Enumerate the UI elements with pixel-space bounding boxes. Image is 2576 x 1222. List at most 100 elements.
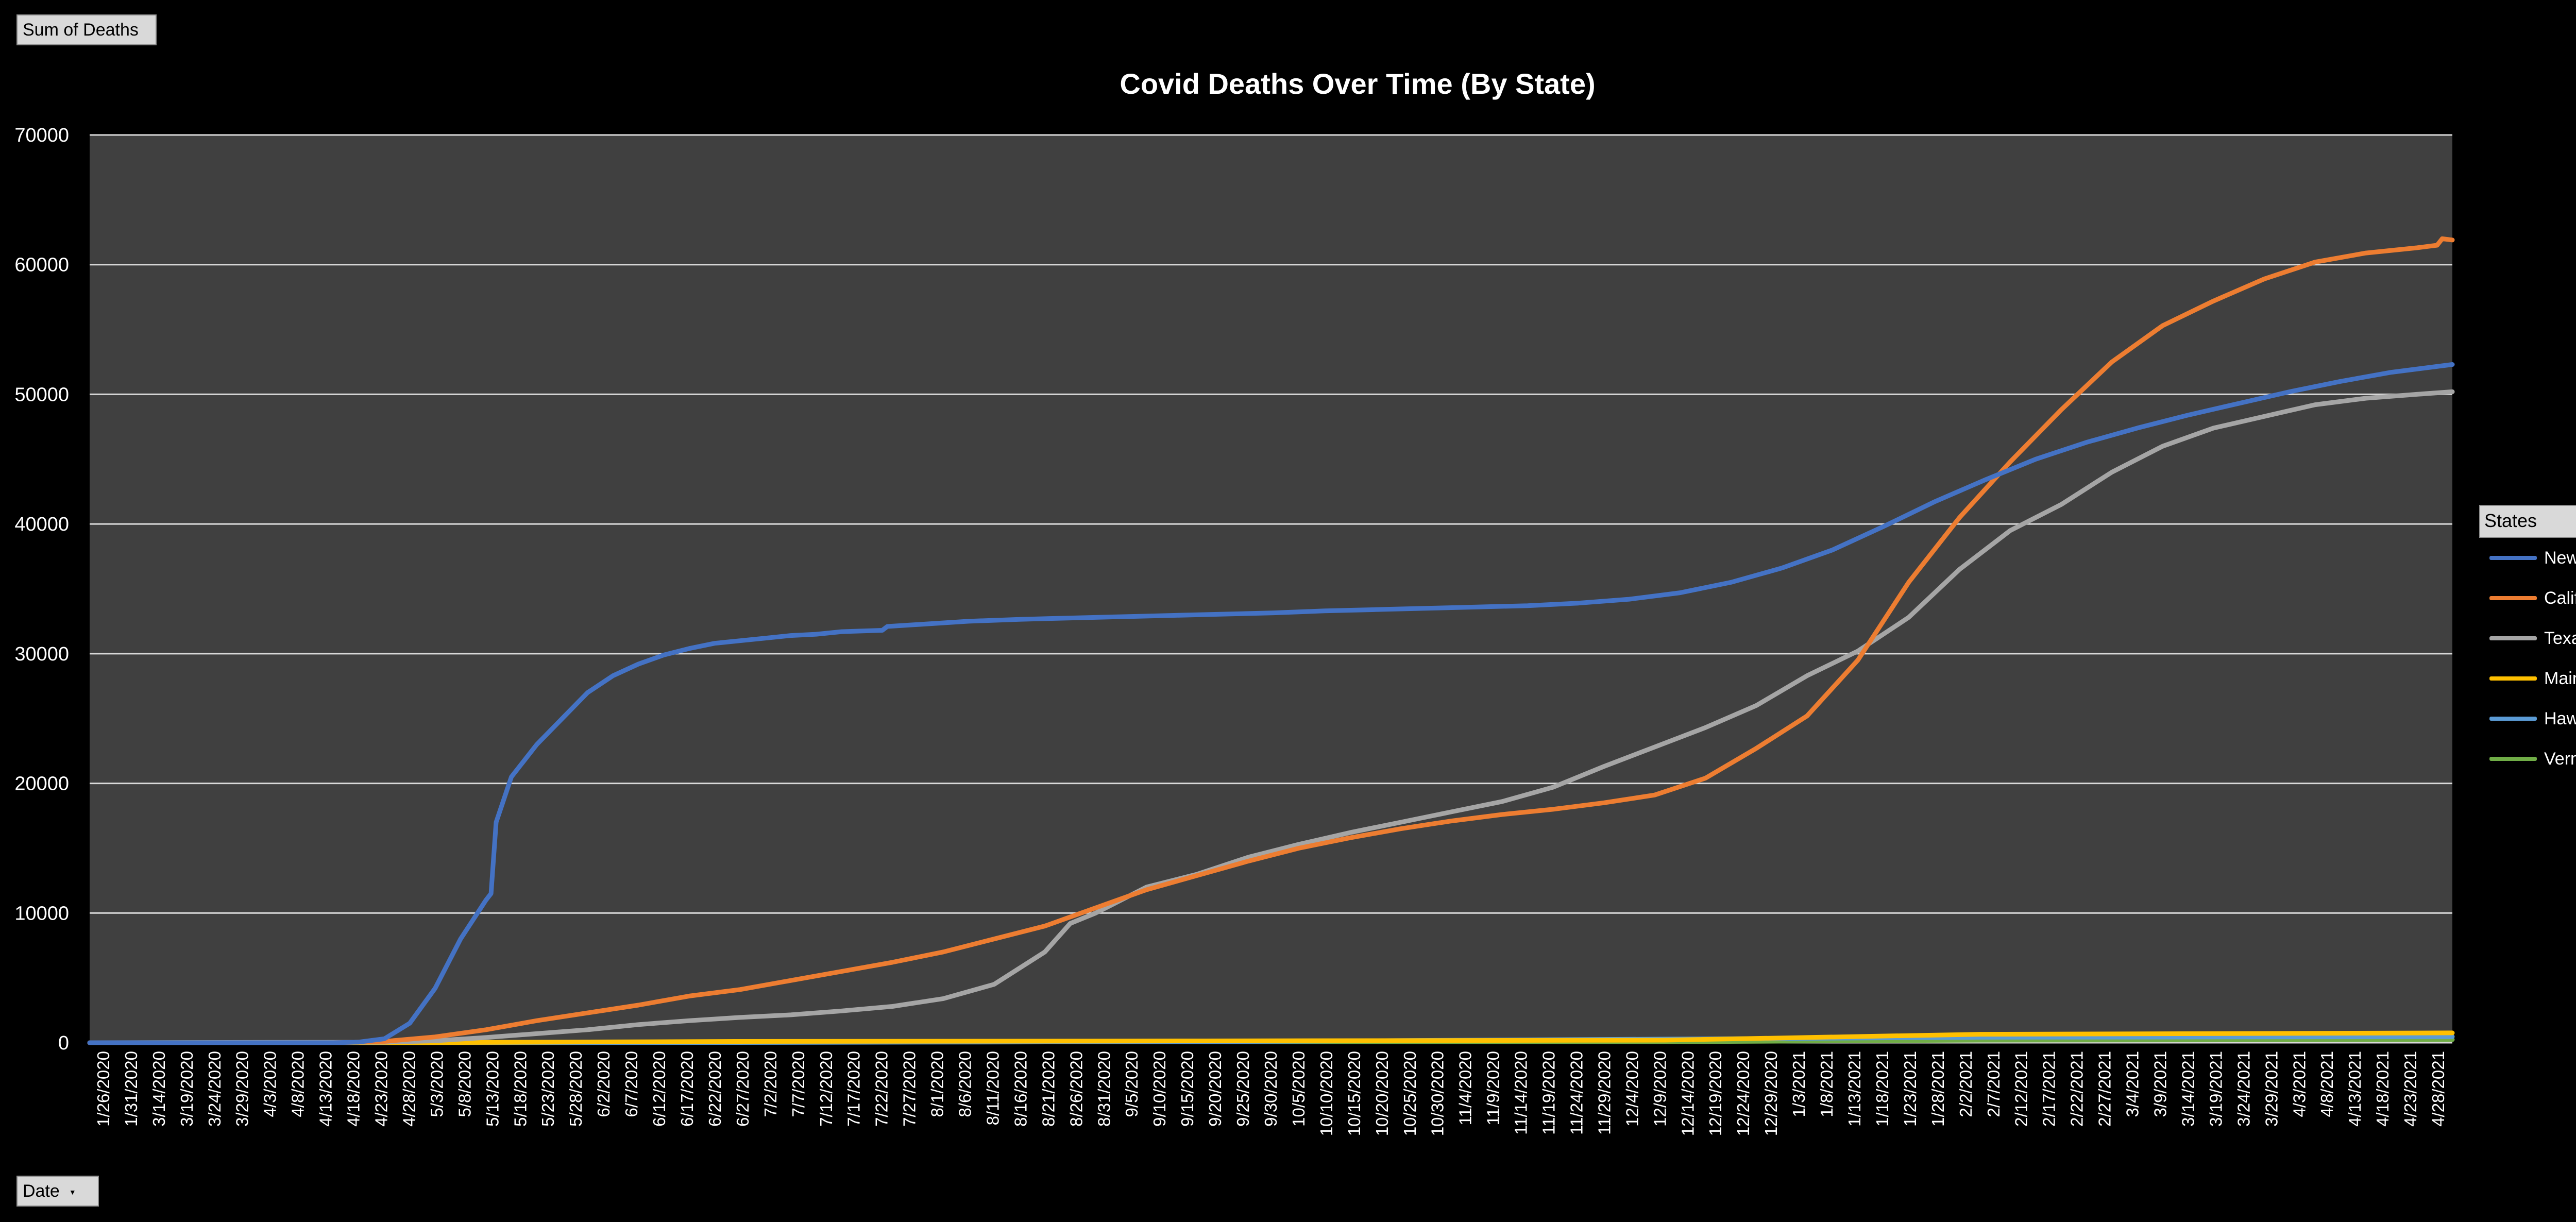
x-tick-label: 12/29/2020 (1761, 1051, 1781, 1136)
y-tick-label: 0 (58, 1032, 69, 1054)
x-tick-label: 1/3/2021 (1789, 1051, 1808, 1117)
x-tick-label: 11/29/2020 (1595, 1051, 1614, 1135)
x-tick-label: 6/2/2020 (594, 1051, 613, 1117)
sum-of-deaths-field-button[interactable]: Sum of Deaths (16, 14, 157, 45)
y-tick-label: 20000 (14, 773, 69, 795)
x-tick-label: 10/30/2020 (1428, 1051, 1447, 1136)
x-tick-label: 4/13/2021 (2345, 1051, 2364, 1127)
x-tick-label: 9/10/2020 (1150, 1051, 1169, 1127)
legend-swatch (2489, 556, 2537, 560)
legend-label: Maine (2544, 668, 2576, 688)
legend-label: Texas (2544, 628, 2576, 648)
x-tick-label: 10/25/2020 (1400, 1051, 1419, 1136)
legend-label: Vermont (2544, 749, 2576, 769)
legend-item-new-york: New York (2479, 538, 2576, 578)
x-tick-label: 2/22/2021 (2067, 1051, 2087, 1127)
x-tick-label: 12/4/2020 (1622, 1051, 1641, 1127)
y-tick-label: 30000 (14, 643, 69, 665)
x-tick-label: 5/8/2020 (455, 1051, 474, 1117)
chart-title: Covid Deaths Over Time (By State) (1120, 67, 1595, 100)
plot-area (90, 135, 2452, 1043)
legend: States . New York California Texas Maine Haw… (2479, 505, 2576, 779)
legend-item-hawaii: Hawaii (2479, 699, 2576, 739)
x-tick-label: 4/28/2021 (2429, 1051, 2448, 1127)
x-tick-label: 9/25/2020 (1233, 1051, 1252, 1127)
x-tick-label: 10/20/2020 (1372, 1051, 1392, 1136)
x-tick-label: 7/17/2020 (844, 1051, 863, 1127)
x-tick-label: 6/12/2020 (650, 1051, 669, 1127)
x-tick-label: 1/31/2020 (122, 1051, 141, 1127)
y-tick-label: 10000 (14, 903, 69, 924)
legend-label: Hawaii (2544, 708, 2576, 728)
x-tick-label: 5/18/2020 (511, 1051, 530, 1127)
states-filter-button[interactable]: States . (2479, 505, 2576, 538)
x-tick-label: 4/23/2020 (372, 1051, 391, 1127)
series-line-new-york (87, 362, 2455, 1045)
legend-swatch (2489, 676, 2537, 681)
x-tick-label: 4/3/2021 (2290, 1051, 2309, 1117)
x-tick-label: 12/9/2020 (1650, 1051, 1669, 1127)
date-field-button[interactable]: Date ▼ (16, 1176, 99, 1207)
x-tick-label: 9/5/2020 (1122, 1051, 1141, 1117)
series-line-california (87, 236, 2455, 1045)
x-tick-label: 2/7/2021 (1984, 1051, 2003, 1117)
x-tick-label: 4/8/2020 (289, 1051, 308, 1117)
x-tick-label: 8/6/2020 (956, 1051, 975, 1117)
legend-label: New York (2544, 548, 2576, 568)
legend-swatch (2489, 757, 2537, 761)
x-tick-label: 8/11/2020 (983, 1051, 1002, 1125)
x-tick-label: 7/2/2020 (761, 1051, 780, 1117)
x-tick-label: 3/9/2021 (2150, 1051, 2170, 1117)
x-tick-label: 4/13/2020 (316, 1051, 335, 1127)
date-field-label: Date (23, 1181, 60, 1201)
x-tick-label: 11/14/2020 (1512, 1051, 1531, 1135)
x-tick-label: 3/24/2020 (205, 1051, 224, 1127)
x-tick-label: 4/18/2020 (344, 1051, 363, 1127)
x-tick-label: 9/15/2020 (1178, 1051, 1197, 1127)
legend-item-california: California (2479, 578, 2576, 618)
x-tick-label: 12/24/2020 (1734, 1051, 1753, 1136)
x-tick-label: 10/15/2020 (1345, 1051, 1364, 1136)
x-tick-label: 3/29/2020 (233, 1051, 252, 1127)
x-tick-label: 7/7/2020 (789, 1051, 808, 1117)
x-tick-label: 10/10/2020 (1317, 1051, 1336, 1136)
x-tick-label: 12/14/2020 (1678, 1051, 1697, 1136)
x-tick-label: 11/9/2020 (1484, 1051, 1503, 1125)
x-tick-label: 4/3/2020 (261, 1051, 280, 1117)
x-tick-label: 8/31/2020 (1094, 1051, 1113, 1127)
x-tick-label: 11/4/2020 (1456, 1051, 1475, 1125)
x-tick-label: 7/12/2020 (817, 1051, 836, 1127)
y-tick-label: 40000 (14, 514, 69, 535)
x-tick-label: 6/22/2020 (705, 1051, 724, 1127)
x-tick-label: 3/19/2021 (2206, 1051, 2225, 1127)
x-tick-label: 6/27/2020 (733, 1051, 752, 1127)
x-tick-label: 12/19/2020 (1706, 1051, 1725, 1136)
x-tick-label: 7/27/2020 (900, 1051, 919, 1127)
x-tick-label: 1/13/2021 (1845, 1051, 1864, 1127)
x-tick-label: 4/8/2021 (2317, 1051, 2336, 1117)
x-tick-label: 3/24/2021 (2234, 1051, 2253, 1127)
x-tick-label: 9/20/2020 (1206, 1051, 1225, 1127)
x-tick-label: 8/21/2020 (1039, 1051, 1058, 1127)
x-tick-label: 1/8/2021 (1817, 1051, 1836, 1117)
x-tick-label: 3/29/2021 (2262, 1051, 2281, 1127)
x-tick-label: 10/5/2020 (1289, 1051, 1308, 1127)
x-tick-label: 8/26/2020 (1066, 1051, 1086, 1127)
x-tick-label: 3/14/2021 (2178, 1051, 2197, 1127)
x-tick-label: 9/30/2020 (1261, 1051, 1280, 1127)
x-tick-label: 2/27/2021 (2095, 1051, 2114, 1127)
x-tick-label: 1/23/2021 (1901, 1051, 1920, 1127)
legend-swatch (2489, 636, 2537, 640)
x-tick-label: 4/18/2021 (2373, 1051, 2392, 1127)
series-line-texas (87, 389, 2455, 1045)
x-tick-label: 4/28/2020 (399, 1051, 418, 1127)
x-tick-label: 6/7/2020 (622, 1051, 641, 1117)
x-tick-label: 1/26/2020 (94, 1051, 113, 1127)
x-tick-label: 2/17/2021 (2040, 1051, 2059, 1127)
x-tick-label: 2/2/2021 (1956, 1051, 1975, 1117)
x-tick-label: 1/18/2021 (1873, 1051, 1892, 1127)
y-tick-label: 60000 (14, 254, 69, 276)
x-tick-label: 3/14/2020 (149, 1051, 168, 1127)
y-tick-label: 70000 (14, 125, 69, 146)
